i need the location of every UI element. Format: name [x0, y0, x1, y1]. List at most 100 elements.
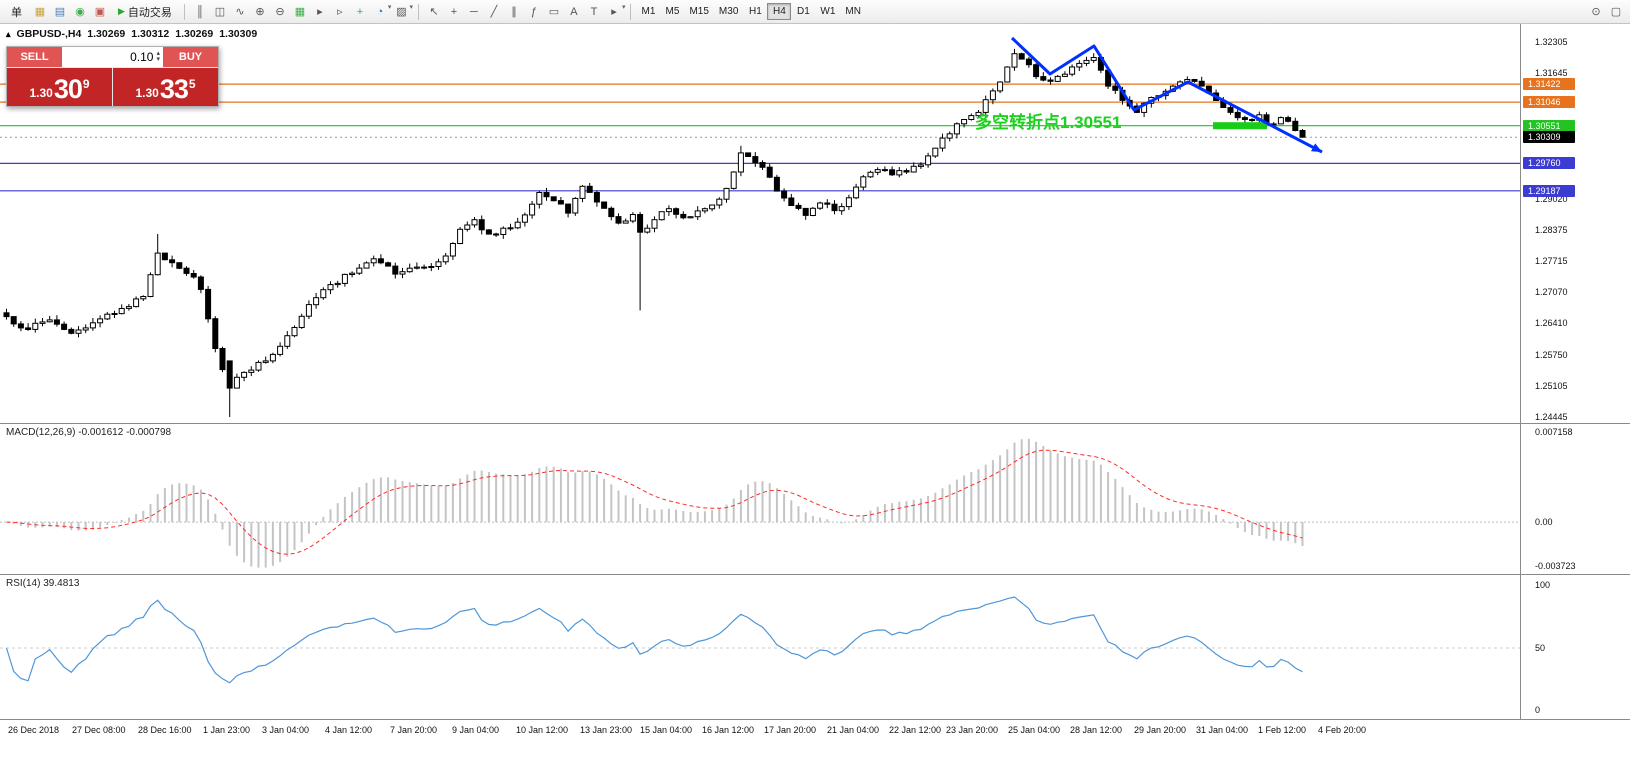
buy-button[interactable]: BUY	[163, 47, 218, 67]
time-tick-label: 13 Jan 23:00	[580, 725, 633, 735]
time-tick-label: 29 Jan 20:00	[1134, 725, 1187, 735]
chevron-down-icon[interactable]: ▾	[409, 3, 413, 11]
time-tick-label: 9 Jan 04:00	[452, 725, 500, 735]
volume-down-icon[interactable]: ▾	[156, 56, 160, 63]
macd-panel: MACD(12,26,9) -0.001612 -0.000798 0.0071…	[0, 424, 1630, 575]
time-tick-label: 4 Jan 12:00	[325, 725, 373, 735]
macd-scale-zero: 0.00	[1535, 517, 1553, 528]
chart-shift-icon[interactable]: ▹	[337, 6, 343, 18]
price-tick: 1.24445	[1535, 412, 1568, 422]
search-icon[interactable]: ⊙	[1591, 6, 1601, 18]
one-click-toggle-icon[interactable]: ▴	[6, 28, 11, 39]
market-watch-icon[interactable]: ▦	[34, 6, 46, 18]
chevron-down-icon[interactable]: ▾	[387, 3, 392, 11]
data-window-icon[interactable]: ▤	[54, 6, 66, 18]
cursor-icon[interactable]: ↖	[429, 6, 439, 18]
time-tick-label: 1 Jan 23:00	[203, 725, 251, 735]
price-level-badge: 1.29760	[1523, 157, 1575, 170]
time-tick-label: 27 Dec 08:00	[72, 725, 126, 735]
toolbar-separator	[417, 3, 419, 20]
time-tick-label: 3 Jan 04:00	[262, 725, 310, 735]
chart-ohlc-header: ▴ GBPUSD-,H4 1.30269 1.30312 1.30269 1.3…	[6, 28, 257, 40]
crosshair-icon[interactable]: +	[450, 5, 458, 18]
time-tick-label: 16 Jan 12:00	[702, 725, 755, 735]
one-click-trading-panel: SELL 0.10 ▴ ▾ BUY 1.30 30 9 1.30 33 5	[6, 46, 219, 107]
macd-scale-bottom: -0.003723	[1535, 561, 1576, 571]
templates-icon[interactable]: ▨	[396, 6, 407, 18]
price-level-badge: 1.29187	[1523, 184, 1575, 197]
price-chart-canvas[interactable]	[0, 24, 1520, 424]
fibonacci-icon[interactable]: ƒ	[530, 5, 538, 18]
time-tick-label: 28 Jan 12:00	[1070, 725, 1123, 735]
volume-stepper: ▴ ▾	[156, 50, 160, 63]
timeframe-button-m1[interactable]: M1	[636, 3, 660, 20]
price-tick: 1.32305	[1535, 37, 1568, 47]
time-tick-label: 31 Jan 04:00	[1196, 725, 1249, 735]
price-level-badge: 1.31046	[1523, 96, 1575, 109]
autotrade-label: 自动交易	[127, 6, 172, 19]
symbol-timeframe-label: GBPUSD-,H4	[16, 28, 82, 40]
time-tick-label: 22 Jan 12:00	[889, 725, 942, 735]
channel-icon[interactable]: ∥	[511, 6, 517, 18]
autotrade-button[interactable]: ▶ 自动交易	[111, 1, 179, 23]
price-level-badge: 1.30309	[1523, 131, 1575, 144]
timeframe-button-d1[interactable]: D1	[791, 3, 815, 20]
chevron-down-icon[interactable]: ▾	[621, 3, 626, 11]
timeframe-button-m5[interactable]: M5	[660, 3, 684, 20]
zoom-in-icon[interactable]: ⊕	[255, 6, 265, 18]
timeframe-button-h4[interactable]: H4	[767, 3, 792, 20]
price-axis[interactable]: 1.32305 1.31645 1.29020 1.28375 1.27715 1.270…	[1520, 24, 1630, 423]
chat-icon[interactable]: ▢	[1610, 6, 1622, 18]
sell-button[interactable]: SELL	[7, 47, 62, 67]
auto-scroll-icon[interactable]: ▸	[317, 6, 323, 18]
toolbar-separator	[630, 3, 632, 20]
volume-input[interactable]: 0.10 ▴ ▾	[62, 47, 163, 67]
macd-canvas[interactable]	[0, 424, 1520, 575]
text-label-icon[interactable]: T	[590, 5, 598, 18]
price-tick: 1.28375	[1535, 224, 1568, 235]
line-chart-icon[interactable]: ∿	[235, 6, 245, 18]
time-tick-label: 10 Jan 12:00	[516, 725, 569, 735]
price-level-badge: 1.30551	[1523, 119, 1575, 132]
zoom-out-icon[interactable]: ⊖	[275, 6, 285, 18]
timeframe-button-w1[interactable]: W1	[815, 3, 840, 20]
rsi-axis[interactable]: 100 50 0	[1520, 575, 1630, 719]
timeframe-button-mn[interactable]: MN	[840, 3, 866, 20]
bar-chart-icon[interactable]: ║	[196, 5, 204, 18]
timeframe-button-m15[interactable]: M15	[684, 3, 713, 20]
buy-price[interactable]: 1.30 33 5	[113, 68, 218, 106]
time-tick-label: 26 Dec 2018	[8, 725, 60, 735]
new-order-button[interactable]: 单	[4, 1, 29, 23]
timeframe-button-m30[interactable]: M30	[714, 3, 743, 20]
rsi-canvas[interactable]	[0, 575, 1520, 720]
toolbar-group-draw: ↖ + ─ ╱ ∥ ƒ ▭ A T ▸ ▾	[424, 3, 626, 21]
time-axis[interactable]: 26 Dec 2018 27 Dec 08:00 28 Dec 16:00 1 Jan…	[0, 720, 1630, 766]
trendline-icon[interactable]: ╱	[490, 6, 498, 18]
timeframe-switcher: M1 M5 M15 M30 H1 H4 D1 W1 MN	[636, 3, 865, 20]
macd-label: MACD(12,26,9) -0.001612 -0.000798	[6, 427, 172, 438]
toolbar-group-right: ⊙ ▢	[1586, 3, 1626, 21]
arrows-tool-icon[interactable]: ▸	[611, 6, 617, 18]
toolbar-group-panels: ▦ ▤ ◉ ▣	[30, 3, 110, 21]
close-value: 1.30309	[219, 28, 258, 40]
price-tick: 1.31645	[1535, 68, 1568, 79]
hline-icon[interactable]: ─	[470, 5, 478, 18]
volume-up-icon[interactable]: ▴	[156, 50, 160, 58]
candlestick-chart-icon[interactable]: ◫	[214, 6, 226, 18]
macd-axis[interactable]: 0.007158 0.00 -0.003723	[1520, 424, 1630, 574]
new-chart-icon[interactable]: +	[356, 5, 364, 18]
navigator-icon[interactable]: ◉	[75, 6, 85, 18]
rsi-scale-50: 50	[1535, 643, 1546, 653]
rsi-scale-100: 100	[1535, 580, 1551, 590]
terminal-icon[interactable]: ▣	[94, 6, 106, 18]
shapes-icon[interactable]: ▭	[548, 6, 560, 18]
sell-price[interactable]: 1.30 30 9	[7, 68, 112, 106]
time-tick-label: 15 Jan 04:00	[640, 725, 693, 735]
periods-icon[interactable]: ◔	[376, 5, 384, 18]
grid-icon[interactable]: ▦	[294, 6, 306, 18]
timeframe-button-h1[interactable]: H1	[743, 3, 767, 20]
price-tick: 1.27715	[1535, 255, 1568, 266]
open-value: 1.30269	[87, 28, 126, 40]
price-tick: 1.25105	[1535, 380, 1568, 391]
text-icon[interactable]: A	[570, 5, 578, 18]
